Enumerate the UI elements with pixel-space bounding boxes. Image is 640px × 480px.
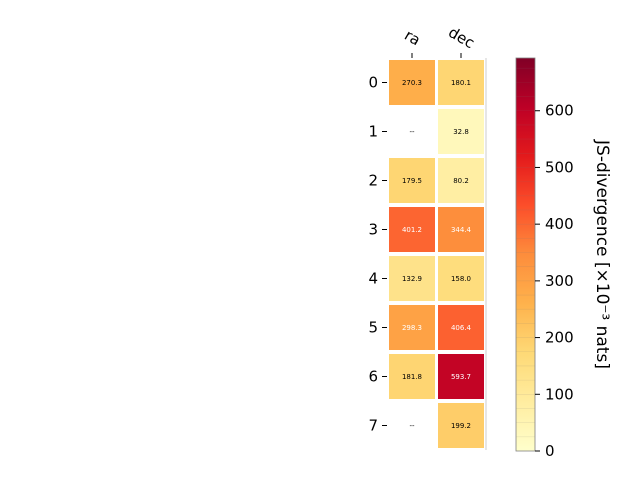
row-tick-label: 1 (368, 123, 378, 141)
heatmap-cell (389, 158, 435, 203)
heatmap-cell (438, 109, 484, 154)
row-tick-label: 7 (368, 417, 378, 435)
colorbar-label: JS-divergence [×10⁻³ nats] (592, 139, 612, 369)
row-tick-label: 4 (368, 270, 378, 288)
row-tick-label: 2 (368, 172, 378, 190)
heatmap-cell (438, 305, 484, 350)
colorbar-tick-label: 100 (545, 385, 574, 403)
cell-value-label: 158.0 (451, 275, 471, 283)
heatmap-cell (438, 60, 484, 105)
heatmap-cell (438, 158, 484, 203)
column-tick-label: dec (445, 23, 477, 52)
heatmap-cell (438, 256, 484, 301)
row-tick-label: 3 (368, 221, 378, 239)
cell-value-label: -- (409, 128, 415, 136)
cell-value-label: 180.1 (451, 79, 471, 87)
cell-value-label: 199.2 (451, 422, 471, 430)
cell-value-label: 593.7 (451, 373, 471, 381)
row-tick-label: 0 (368, 74, 378, 92)
cell-value-label: 298.3 (402, 324, 422, 332)
heatmap-cell (438, 403, 484, 448)
colorbar-gradient (516, 58, 535, 451)
cell-value-label: -- (409, 422, 415, 430)
cell-value-label: 270.3 (402, 79, 422, 87)
colorbar-outline (515, 57, 536, 452)
colorbar-tick-label: 0 (545, 442, 555, 460)
cell-value-label: 80.2 (453, 177, 469, 185)
cell-value-label: 401.2 (402, 226, 422, 234)
heatmap-cell (389, 60, 435, 105)
cell-value-label: 32.8 (453, 128, 469, 136)
row-tick-label: 5 (368, 319, 378, 337)
cell-value-label: 344.4 (451, 226, 472, 234)
cell-value-label: 406.4 (451, 324, 472, 332)
heatmap-cell (389, 354, 435, 399)
colorbar-tick-label: 200 (545, 329, 574, 347)
cell-value-label: 179.5 (402, 177, 422, 185)
heatmap-cell (389, 256, 435, 301)
heatmap-axes: 270.3 180.1 -- 32.8 179.5 80.2 401.2 344.4 132.9… (368, 23, 487, 450)
cell-value-label: 181.8 (402, 373, 422, 381)
column-tick-label: ra (401, 26, 423, 49)
colorbar-tick-label: 500 (545, 158, 574, 176)
colorbar: 0 100 200 300 400 500 600 JS-divergence [×10⁻³ … (515, 57, 612, 460)
colorbar-tick-label: 600 (545, 102, 574, 120)
heatmap-cell (389, 207, 435, 252)
heatmap-cell (389, 305, 435, 350)
row-tick-label: 6 (368, 368, 378, 386)
colorbar-tick-label: 300 (545, 272, 574, 290)
colorbar-tick-label: 400 (545, 215, 574, 233)
heatmap-cell (438, 354, 484, 399)
cell-value-label: 132.9 (402, 275, 422, 283)
heatmap-cell (438, 207, 484, 252)
